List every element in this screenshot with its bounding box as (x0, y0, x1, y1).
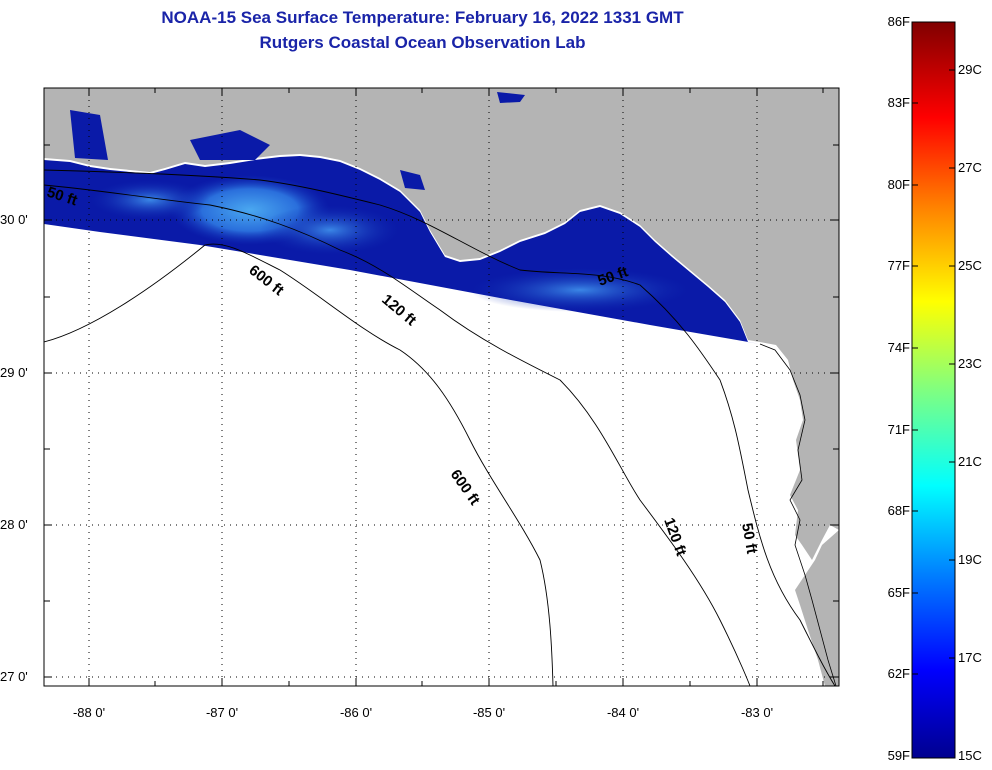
lat-label: 29 0' (0, 365, 28, 380)
lon-label: -88 0' (72, 705, 106, 720)
colorbar-f-label: 62F (887, 666, 910, 681)
lon-label: -87 0' (205, 705, 239, 720)
colorbar-c-label: 17C (958, 650, 982, 665)
colorbar-ticks (912, 69, 955, 675)
lat-label: 27 0' (0, 669, 28, 684)
colorbar-f-label: 71F (887, 422, 910, 437)
lat-label: 30 0' (0, 212, 28, 227)
colorbar-f-label: 86F (887, 14, 910, 29)
graticule (44, 88, 839, 686)
colorbar-f-label: 65F (887, 585, 910, 600)
colorbar-f-label: 74F (887, 340, 910, 355)
colorbar-f-label: 83F (887, 95, 910, 110)
lon-label: -83 0' (740, 705, 774, 720)
colorbar-c-label: 21C (958, 454, 982, 469)
chart-title: NOAA-15 Sea Surface Temperature: Februar… (161, 8, 684, 27)
colorbar-f-label: 68F (887, 503, 910, 518)
lon-label: -84 0' (606, 705, 640, 720)
warm-patch (260, 205, 400, 255)
map-border (43, 87, 840, 687)
contour-label-50ft: 50 ft (738, 522, 760, 555)
colorbar-f-label: 80F (887, 177, 910, 192)
land-mass (44, 88, 839, 560)
colorbar-c-label: 19C (958, 552, 982, 567)
bathymetry-contours (44, 169, 836, 686)
colorbar-c-label: 25C (958, 258, 982, 273)
chart-subtitle: Rutgers Coastal Ocean Observation Lab (259, 33, 586, 52)
lon-label: -85 0' (472, 705, 506, 720)
coastline (759, 343, 837, 686)
colorbar-f-label: 59F (887, 748, 910, 763)
warm-patch (470, 268, 690, 312)
lat-label: 28 0' (0, 517, 28, 532)
colorbar-c-label: 15C (958, 748, 982, 763)
colorbar (911, 21, 956, 759)
warm-patch (90, 180, 210, 220)
land-peninsula (795, 530, 839, 686)
colorbar-c-label: 23C (958, 356, 982, 371)
lon-label: -86 0' (339, 705, 373, 720)
colorbar-c-label: 29C (958, 62, 982, 77)
colorbar-f-label: 77F (887, 258, 910, 273)
colorbar-c-label: 27C (958, 160, 982, 175)
axis-ticks (44, 88, 839, 686)
